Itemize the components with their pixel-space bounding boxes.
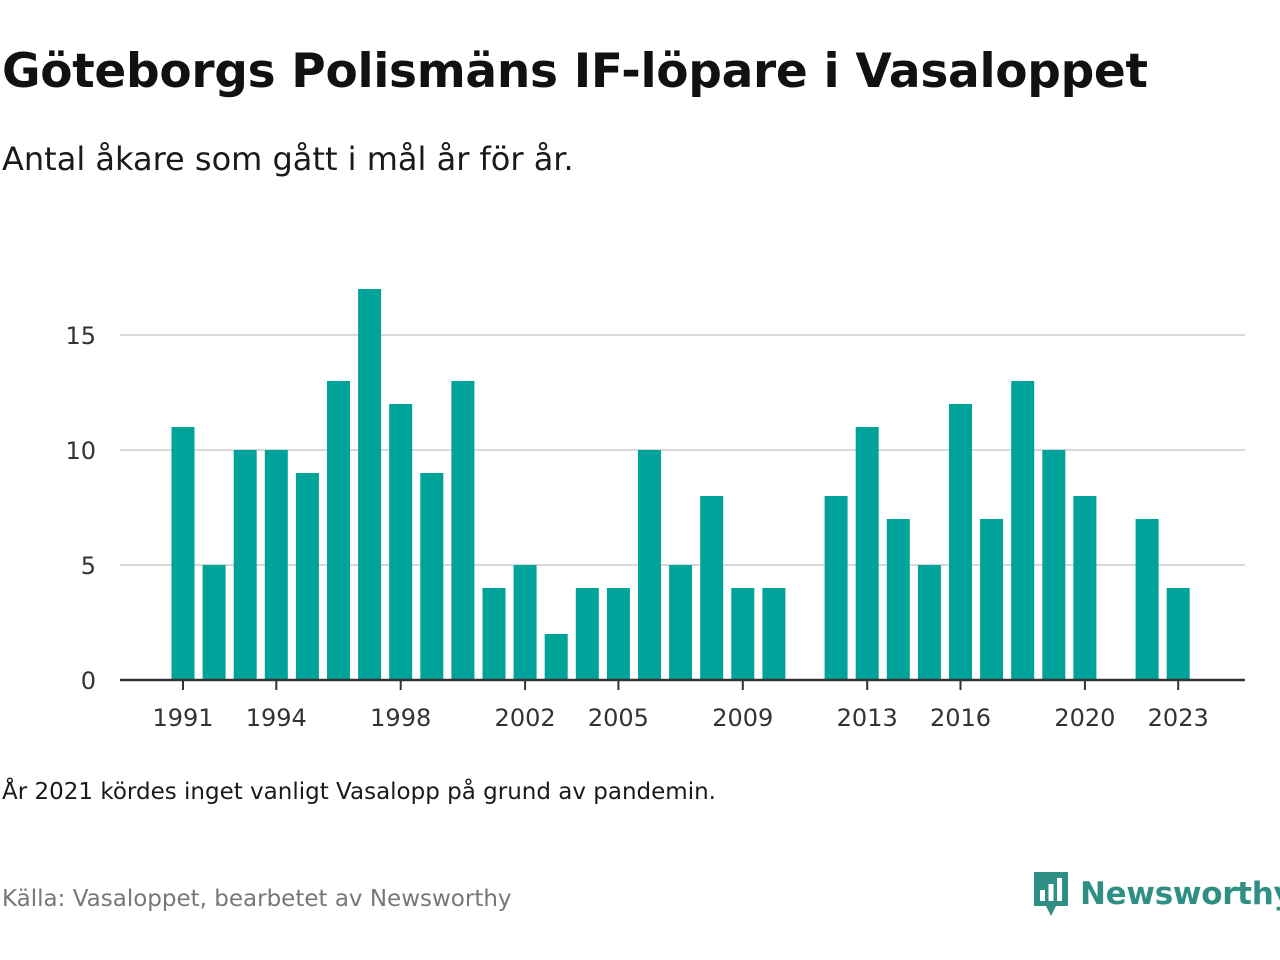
- source-credit: Källa: Vasaloppet, bearbetet av Newswort…: [2, 886, 512, 912]
- y-axis-ticks: 0 5 10 15: [65, 322, 96, 695]
- x-tick-label: 2002: [495, 704, 556, 732]
- bar-2008: [700, 496, 724, 680]
- newsworthy-logo-icon: [1034, 872, 1068, 916]
- bar-2017: [980, 519, 1004, 680]
- x-tick-label: 2009: [712, 704, 773, 732]
- x-tick-label: 1998: [370, 704, 431, 732]
- x-tick-label: 2005: [588, 704, 649, 732]
- bar-1993: [233, 450, 257, 680]
- bar-1998: [389, 404, 413, 680]
- x-tick-label: 1994: [246, 704, 307, 732]
- x-axis-ticks: 1991 1994 1998 2002 2005 2009 2013 2016 2020 2023: [152, 680, 1209, 732]
- bars: [171, 289, 1190, 680]
- bar-1991: [171, 427, 195, 680]
- x-tick-label: 1991: [152, 704, 213, 732]
- bar-2018: [1011, 381, 1035, 680]
- bar-2019: [1042, 450, 1066, 680]
- bar-2014: [886, 519, 910, 680]
- bar-chart: 0 5 10 15 1991 1994 1998 2002 2005 2009 2013 2016 2…: [65, 289, 1245, 732]
- bar-1994: [264, 450, 288, 680]
- bar-1996: [327, 381, 350, 680]
- chart-footnote: År 2021 kördes inget vanligt Vasalopp på…: [2, 779, 716, 805]
- y-tick-label: 10: [65, 437, 96, 465]
- y-tick-label: 5: [81, 552, 96, 580]
- bar-2010: [762, 588, 786, 680]
- x-tick-label: 2016: [930, 704, 991, 732]
- bar-2006: [638, 450, 661, 680]
- bar-1995: [295, 473, 319, 680]
- bar-2004: [575, 588, 599, 680]
- x-tick-label: 2020: [1054, 704, 1115, 732]
- bar-2007: [669, 565, 693, 680]
- bar-2013: [855, 427, 879, 680]
- bar-1997: [358, 289, 382, 680]
- x-tick-label: 2013: [837, 704, 898, 732]
- bar-2022: [1135, 519, 1159, 680]
- bar-2023: [1166, 588, 1190, 680]
- bar-2020: [1073, 496, 1097, 680]
- bar-1999: [420, 473, 444, 680]
- bar-2009: [731, 588, 755, 680]
- bar-2016: [949, 404, 972, 680]
- chart-subtitle: Antal åkare som gått i mål år för år.: [2, 140, 574, 178]
- y-tick-label: 15: [65, 322, 96, 350]
- brand-logo: Newsworthy: [1032, 870, 1280, 918]
- x-tick-label: 2023: [1148, 704, 1209, 732]
- brand-name: Newsworthy: [1080, 876, 1280, 912]
- bar-2005: [606, 588, 630, 680]
- bar-2012: [824, 496, 848, 680]
- bar-2003: [544, 634, 568, 680]
- bar-2000: [451, 381, 475, 680]
- bar-2001: [482, 588, 506, 680]
- bar-2002: [513, 565, 537, 680]
- bar-1992: [202, 565, 226, 680]
- chart-title: Göteborgs Polismäns IF-löpare i Vasalopp…: [2, 44, 1148, 99]
- bar-2015: [917, 565, 941, 680]
- y-tick-label: 0: [81, 667, 96, 695]
